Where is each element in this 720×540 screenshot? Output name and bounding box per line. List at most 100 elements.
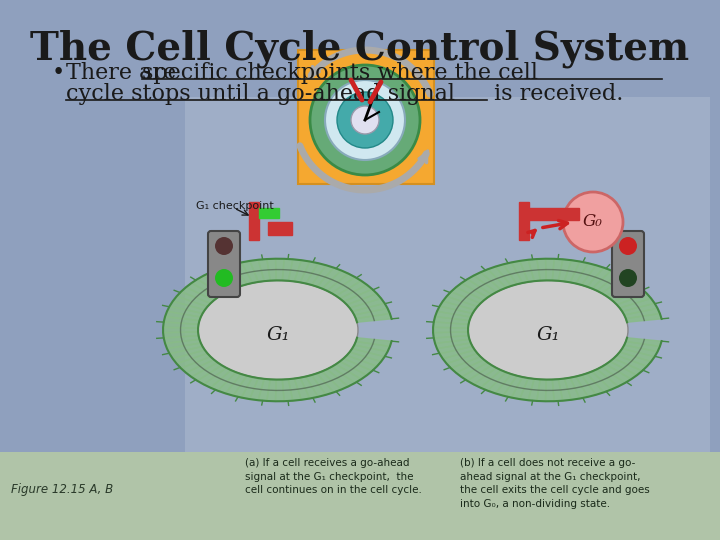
Text: (a) If a cell receives a go-ahead
signal at the G₁ checkpoint,  the
cell continu: (a) If a cell receives a go-ahead signal… xyxy=(245,458,422,495)
Polygon shape xyxy=(163,322,199,328)
Polygon shape xyxy=(282,259,293,281)
Polygon shape xyxy=(204,368,231,388)
Polygon shape xyxy=(624,341,660,352)
Polygon shape xyxy=(433,327,468,333)
Polygon shape xyxy=(312,373,334,395)
Polygon shape xyxy=(322,369,348,389)
Polygon shape xyxy=(622,345,657,357)
Polygon shape xyxy=(537,380,546,401)
Polygon shape xyxy=(233,262,253,284)
Text: G₀: G₀ xyxy=(583,213,603,231)
Polygon shape xyxy=(300,376,318,399)
Polygon shape xyxy=(626,338,662,347)
Polygon shape xyxy=(520,260,534,282)
Polygon shape xyxy=(587,268,611,288)
Polygon shape xyxy=(268,222,292,235)
Polygon shape xyxy=(350,349,384,362)
Polygon shape xyxy=(626,314,662,322)
Polygon shape xyxy=(352,345,387,357)
Circle shape xyxy=(351,106,379,134)
Polygon shape xyxy=(576,263,596,285)
Polygon shape xyxy=(597,274,625,293)
Ellipse shape xyxy=(198,280,358,380)
Polygon shape xyxy=(163,316,199,325)
Polygon shape xyxy=(300,261,318,284)
Polygon shape xyxy=(620,349,654,362)
Polygon shape xyxy=(610,285,642,301)
Polygon shape xyxy=(170,347,204,359)
Polygon shape xyxy=(564,260,580,282)
Polygon shape xyxy=(204,272,231,292)
Bar xyxy=(185,97,710,452)
Polygon shape xyxy=(443,296,477,310)
Polygon shape xyxy=(354,341,390,352)
Polygon shape xyxy=(210,269,236,290)
Polygon shape xyxy=(350,299,384,312)
Polygon shape xyxy=(356,314,392,322)
Polygon shape xyxy=(520,378,534,400)
Polygon shape xyxy=(446,292,480,307)
Polygon shape xyxy=(617,294,651,308)
Polygon shape xyxy=(570,376,588,399)
Polygon shape xyxy=(267,380,276,401)
Polygon shape xyxy=(528,259,540,281)
Polygon shape xyxy=(173,296,207,310)
Polygon shape xyxy=(440,301,474,313)
Text: G₁ checkpoint: G₁ checkpoint xyxy=(196,201,274,211)
Polygon shape xyxy=(356,338,392,347)
Polygon shape xyxy=(570,261,588,284)
Polygon shape xyxy=(451,356,484,373)
Polygon shape xyxy=(317,268,341,288)
Polygon shape xyxy=(197,275,226,295)
Polygon shape xyxy=(433,316,469,325)
Polygon shape xyxy=(519,202,529,240)
Polygon shape xyxy=(435,312,471,321)
Polygon shape xyxy=(306,263,326,285)
Polygon shape xyxy=(165,339,201,349)
Polygon shape xyxy=(488,372,511,394)
Polygon shape xyxy=(462,363,492,381)
Circle shape xyxy=(325,80,405,160)
Polygon shape xyxy=(181,287,214,303)
Polygon shape xyxy=(332,277,361,296)
Polygon shape xyxy=(511,377,528,399)
Polygon shape xyxy=(558,379,572,401)
Polygon shape xyxy=(433,332,469,338)
Polygon shape xyxy=(258,259,270,281)
Polygon shape xyxy=(163,327,198,333)
Polygon shape xyxy=(250,378,264,400)
Polygon shape xyxy=(624,308,660,319)
Polygon shape xyxy=(336,361,367,379)
Polygon shape xyxy=(451,287,484,303)
Polygon shape xyxy=(225,374,247,396)
Polygon shape xyxy=(332,364,361,383)
Polygon shape xyxy=(225,264,247,286)
Text: (b) If a cell does not receive a go-
ahead signal at the G₁ checkpoint,
the cell: (b) If a cell does not receive a go- ahe… xyxy=(460,458,649,509)
Polygon shape xyxy=(170,301,204,313)
Polygon shape xyxy=(576,375,596,397)
Polygon shape xyxy=(197,366,226,384)
Polygon shape xyxy=(617,352,651,366)
Polygon shape xyxy=(340,285,372,301)
Text: G₁: G₁ xyxy=(266,326,289,344)
Polygon shape xyxy=(163,332,199,338)
Polygon shape xyxy=(336,281,367,299)
Polygon shape xyxy=(210,370,236,391)
Polygon shape xyxy=(622,303,657,315)
Polygon shape xyxy=(192,363,222,381)
Polygon shape xyxy=(462,279,492,298)
Polygon shape xyxy=(546,380,554,401)
Polygon shape xyxy=(186,360,217,377)
Polygon shape xyxy=(480,370,506,391)
Polygon shape xyxy=(456,283,487,300)
Polygon shape xyxy=(606,281,637,299)
Polygon shape xyxy=(488,267,511,288)
Polygon shape xyxy=(186,283,217,300)
Polygon shape xyxy=(327,274,355,293)
Polygon shape xyxy=(456,360,487,377)
Polygon shape xyxy=(433,322,469,328)
Text: •: • xyxy=(52,62,66,84)
Polygon shape xyxy=(597,367,625,387)
Polygon shape xyxy=(241,377,258,399)
Polygon shape xyxy=(564,377,580,400)
